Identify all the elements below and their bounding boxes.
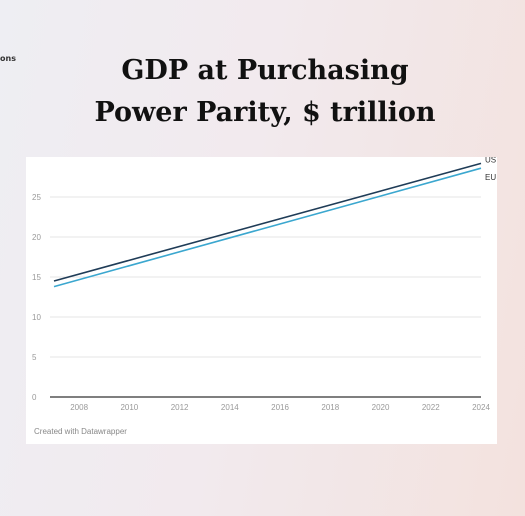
y-tick-label-0: 0 [32,393,37,402]
x-tick-label-2018: 2018 [321,403,339,412]
chart-title-line-2: Power Parity, $ trillion [94,97,436,128]
x-tick-label-2016: 2016 [271,403,289,412]
x-tick-label-2020: 2020 [372,403,390,412]
series-line-us [53,162,482,282]
x-tick-label-2014: 2014 [221,403,239,412]
y-tick-label-5: 5 [32,353,37,362]
y-tick-label-20: 20 [32,233,41,242]
x-tick-label-2024: 2024 [472,403,490,412]
series-line-eu [53,167,482,288]
y-tick-label-10: 10 [32,313,41,322]
corner-text-fragment: ons [0,54,16,63]
line-chart: 0 5 10 15 20 25 2008 2010 2012 2014 2016 2018 2020 20… [32,157,496,412]
y-tick-label-25: 25 [32,193,41,202]
x-tick-label-2012: 2012 [171,403,189,412]
series-label-us: US [485,157,496,164]
series-label-eu: EU [485,173,496,182]
chart-card: 0 5 10 15 20 25 2008 2010 2012 2014 2016 2018 2020 20… [26,157,497,444]
x-tick-label-2008: 2008 [70,403,88,412]
chart-title-line-1: GDP at Purchasing [121,55,409,86]
chart-credit: Created with Datawrapper [34,427,127,436]
x-tick-label-2022: 2022 [422,403,440,412]
x-tick-label-2010: 2010 [120,403,138,412]
y-tick-label-15: 15 [32,273,41,282]
